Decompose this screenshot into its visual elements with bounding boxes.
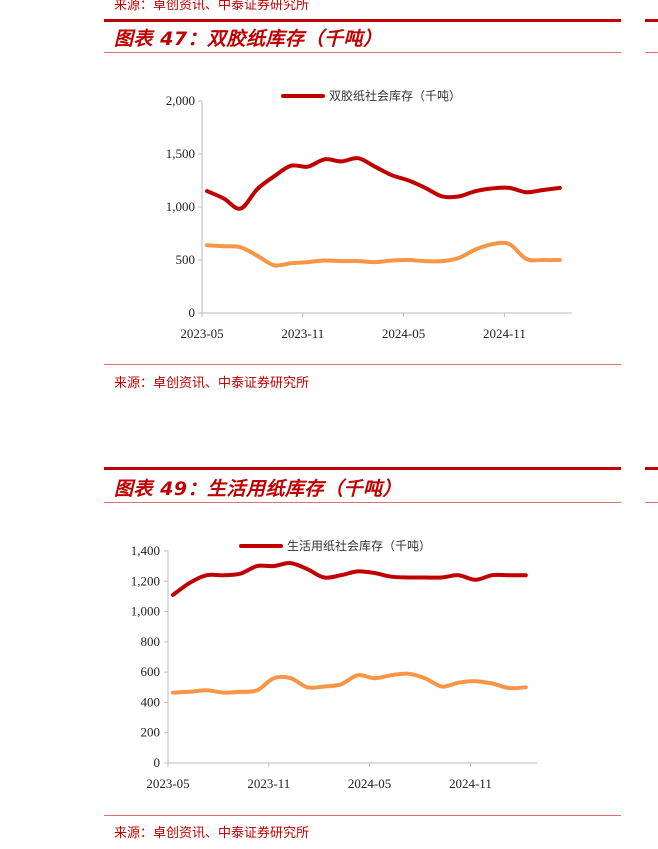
x-tick-label: 2023-05 [180, 326, 223, 341]
chart-title-49: 图表 49：生活用纸库存（千吨） [114, 478, 403, 500]
section-rule [104, 19, 621, 22]
x-tick-label: 2023-11 [247, 776, 290, 791]
source-rule [104, 364, 621, 365]
top-source-note: 来源：卓创资讯、中泰证券研究所 [114, 0, 310, 13]
section-rule-right [645, 19, 658, 22]
legend-label: 生活用纸社会库存（千吨） [287, 538, 431, 553]
x-tick-label: 2024-11 [483, 326, 526, 341]
y-tick-label: 600 [141, 664, 161, 679]
x-tick-label: 2023-11 [281, 326, 324, 341]
series-line-orange [205, 240, 562, 268]
series-line-red [205, 156, 562, 211]
y-tick-label: 1,500 [166, 146, 195, 161]
y-tick-label: 0 [189, 305, 196, 320]
x-tick-label: 2024-05 [382, 326, 425, 341]
x-tick-label: 2024-11 [449, 776, 492, 791]
y-tick-label: 2,000 [166, 93, 195, 108]
section-rule-right [645, 467, 658, 470]
x-tick-label: 2023-05 [146, 776, 189, 791]
y-tick-label: 500 [176, 252, 196, 267]
series-line-orange [171, 671, 528, 695]
title-underline [104, 502, 621, 503]
y-tick-label: 200 [141, 725, 161, 740]
section-rule [104, 467, 621, 470]
source-rule [104, 815, 621, 816]
title-underline-right [645, 502, 658, 503]
y-tick-label: 400 [141, 694, 161, 709]
legend-label: 双胶纸社会库存（千吨） [329, 88, 461, 103]
chart-source-49: 来源：卓创资讯、中泰证券研究所 [114, 826, 310, 841]
y-tick-label: 800 [141, 634, 161, 649]
y-tick-label: 1,000 [166, 199, 195, 214]
chart-title-47: 图表 47：双胶纸库存（千吨） [114, 28, 383, 50]
chart-source-47: 来源：卓创资讯、中泰证券研究所 [114, 376, 310, 391]
x-tick-label: 2024-05 [348, 776, 391, 791]
y-tick-label: 1,400 [131, 543, 160, 558]
series-line-red [171, 561, 528, 597]
y-tick-label: 1,200 [131, 573, 160, 588]
y-tick-label: 1,000 [131, 604, 160, 619]
title-underline [104, 52, 621, 53]
title-underline-right [645, 52, 658, 53]
y-tick-label: 0 [154, 755, 161, 770]
